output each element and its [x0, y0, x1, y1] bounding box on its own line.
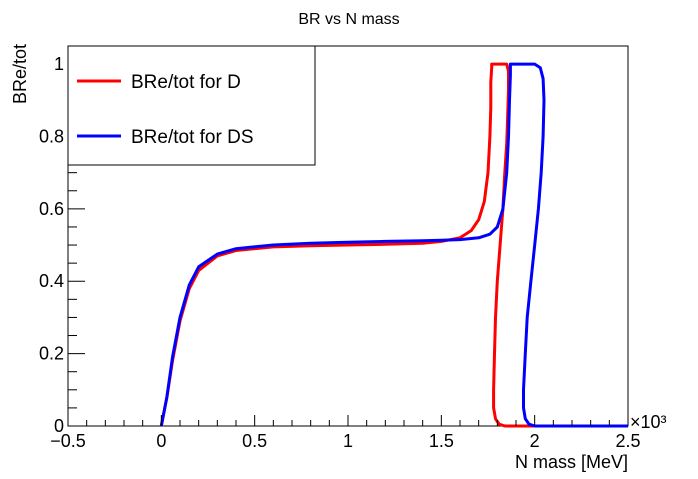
series-layer: [159, 62, 628, 428]
y-tick-label: 1: [54, 54, 64, 74]
x-tick-label: 2: [530, 431, 540, 451]
x-tick-label: 2.5: [615, 431, 640, 451]
legend-label-ds: BRe/tot for DS: [131, 127, 254, 148]
y-tick-label: 0.2: [39, 344, 64, 364]
x-tick-label: −0.5: [50, 431, 86, 451]
y-tick-label: 0.6: [39, 199, 64, 219]
series-line-ds: [159, 62, 628, 428]
x-tick-label: 0: [156, 431, 166, 451]
series-line-d: [159, 62, 628, 428]
x-tick-label: 0.5: [242, 431, 267, 451]
legend-box: [67, 45, 316, 166]
chart-title: BR vs N mass: [298, 11, 399, 28]
y-tick-label: 0.8: [39, 126, 64, 146]
x-tick-label: 1.5: [429, 431, 454, 451]
x-tick-label: 1: [343, 431, 353, 451]
legend-label-d: BRe/tot for D: [131, 72, 241, 93]
legend: BRe/tot for D BRe/tot for DS: [67, 45, 316, 166]
x-axis-exponent: ×10³: [630, 412, 667, 432]
axes-layer: −0.5 0 0.5 1 1.5 2 2.500.20.40.60.81: [39, 45, 641, 451]
x-axis-label: N mass [MeV]: [515, 452, 628, 472]
y-tick-label: 0: [54, 416, 64, 436]
y-tick-label: 0.4: [39, 271, 64, 291]
y-axis-label: BRe/tot: [10, 44, 30, 104]
